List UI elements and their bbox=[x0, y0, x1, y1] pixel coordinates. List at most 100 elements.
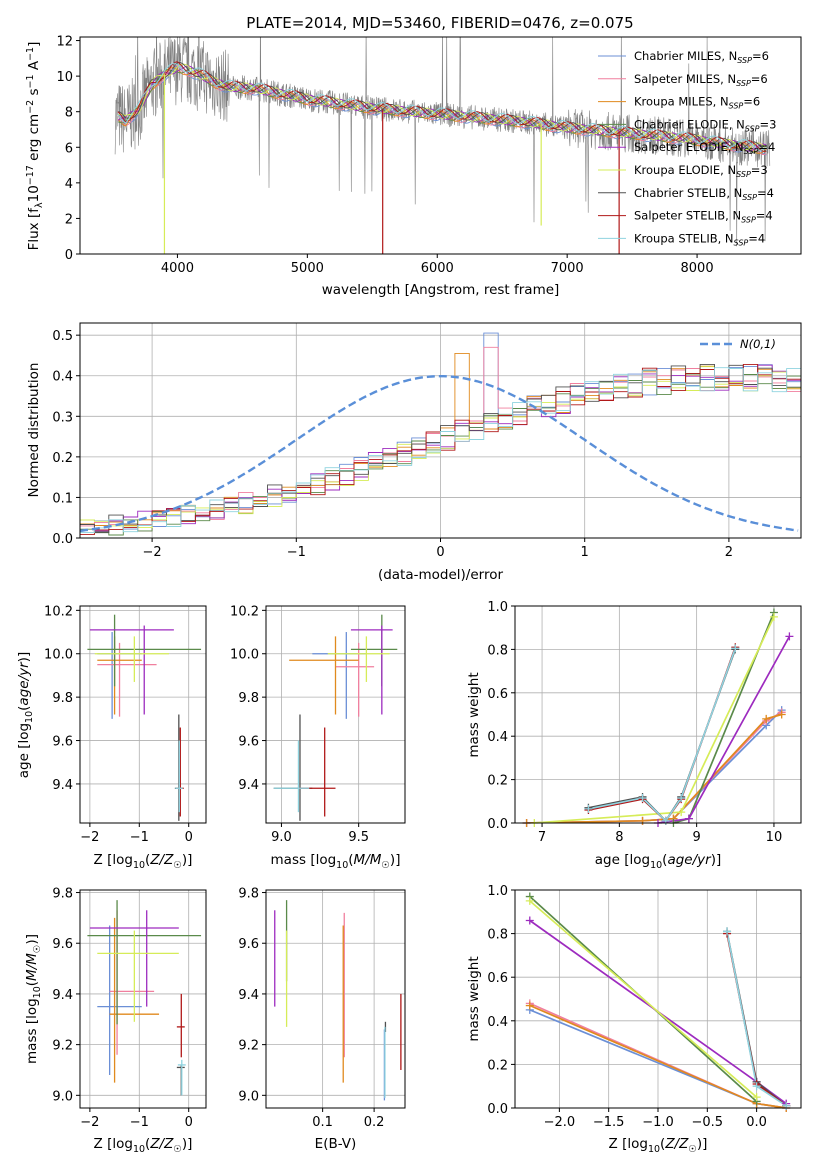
x-tick-label: 0.2 bbox=[364, 1115, 385, 1130]
mass_vs_Z-plot bbox=[80, 890, 206, 1108]
residual-axes: −2 −1 0 1 2 0.0 0.1 0.2 0.3 0.4 0.5 N(0,1) (data-mod… bbox=[26, 322, 802, 583]
x-tick-label: 10 bbox=[766, 830, 783, 845]
weight-marker bbox=[752, 1082, 761, 1091]
y-tick-label: 10.2 bbox=[230, 604, 259, 619]
mass_vs_EBV-frame bbox=[265, 889, 406, 1109]
weight-marker bbox=[777, 710, 786, 719]
y-tick-label: 9.8 bbox=[52, 887, 73, 902]
spectrum-legend: Chabrier MILES, NSSP=6 Salpeter MILES, NS… bbox=[598, 49, 776, 247]
weight-marker bbox=[762, 714, 771, 723]
y-tick-label: 9.6 bbox=[52, 937, 73, 952]
x-axis-label: mass [log10(M/M☉)] bbox=[271, 852, 401, 871]
weight-marker bbox=[752, 1093, 761, 1102]
y-tick-label: 0.1 bbox=[52, 491, 73, 506]
weight_vs_Z-frame bbox=[514, 889, 802, 1109]
age_vs_Z-plot bbox=[80, 606, 206, 823]
x-axis-label: Z [log10(Z/Z☉)] bbox=[609, 1136, 708, 1155]
y-tick-label: 9.4 bbox=[52, 988, 73, 1003]
weight-marker bbox=[785, 632, 794, 641]
y-tick-label: 9.0 bbox=[238, 1089, 259, 1104]
spectrum-axes: 4000 5000 6000 7000 8000 0 2 4 6 8 10 12 Chabrier MI… bbox=[25, 35, 802, 298]
weight_vs_age-frame bbox=[514, 605, 802, 824]
mass_vs_Z-axes: −2 −1 0 9.0 9.2 9.4 9.6 9.8 Z [log10(Z/Z☉)] mass … bbox=[24, 887, 207, 1155]
mass_vs_Z-frame bbox=[79, 889, 207, 1109]
x-tick-label: 7 bbox=[538, 830, 546, 845]
x-tick-label: −2 bbox=[80, 830, 99, 845]
y-tick-label: 10.0 bbox=[44, 648, 73, 663]
y-tick-label: 6 bbox=[65, 141, 73, 156]
x-tick-label: 9 bbox=[693, 830, 701, 845]
x-axis-label: Z [log10(Z/Z☉)] bbox=[94, 852, 193, 871]
age_vs_mass-axes: 9.0 9.5 9.4 9.6 9.8 10.0 10.2 mass [log10(M/M☉)… bbox=[230, 604, 406, 871]
y-tick-label: 9.0 bbox=[52, 1089, 73, 1104]
x-tick-label: 6000 bbox=[421, 261, 454, 276]
x-axis-label: wavelength [Angstrom, rest frame] bbox=[322, 282, 560, 298]
legend-label: Salpeter ELODIE, NSSP=4 bbox=[634, 140, 775, 156]
y-tick-label: 0.8 bbox=[487, 643, 508, 658]
age_vs_Z-frame bbox=[79, 605, 207, 824]
legend-label: Chabrier STELIB, NSSP=4 bbox=[634, 186, 774, 202]
spectrum-frame bbox=[79, 36, 802, 255]
y-tick-label: 10.0 bbox=[230, 648, 259, 663]
age_vs_Z-axes: −2 −1 0 9.4 9.6 9.8 10.0 10.2 Z [log10(Z/Z☉)] age… bbox=[16, 604, 207, 871]
legend-label: Kroupa MILES, NSSP=6 bbox=[634, 95, 760, 111]
y-tick-label: 2 bbox=[65, 212, 73, 227]
x-tick-label: −2.0 bbox=[544, 1115, 576, 1130]
x-tick-label: −1 bbox=[287, 545, 306, 560]
weight_vs_Z-plot bbox=[515, 890, 801, 1108]
y-tick-label: 9.6 bbox=[238, 937, 259, 952]
y-tick-label: 0.6 bbox=[487, 687, 508, 702]
x-tick-label: 9.5 bbox=[348, 830, 369, 845]
y-tick-label: 9.6 bbox=[238, 735, 259, 750]
x-axis-label: E(B-V) bbox=[315, 1136, 357, 1152]
spectrum-plot bbox=[114, 37, 771, 254]
x-tick-label: 7000 bbox=[551, 261, 584, 276]
model-line bbox=[117, 63, 767, 151]
legend-label: Kroupa STELIB, NSSP=4 bbox=[634, 231, 765, 247]
weight-marker bbox=[525, 1001, 534, 1010]
y-axis-label: mass weight bbox=[466, 956, 482, 1041]
legend-label: Kroupa ELODIE, NSSP=3 bbox=[634, 163, 768, 179]
y-tick-label: 0.2 bbox=[487, 1058, 508, 1073]
weight-marker bbox=[525, 896, 534, 905]
x-axis-label: age [log10(age/yr)] bbox=[595, 852, 721, 871]
x-tick-label: 9.0 bbox=[271, 830, 292, 845]
model-line bbox=[117, 65, 767, 152]
y-axis-label: Flux [fλ10−17 erg cm−2 s−1 A−1] bbox=[25, 42, 45, 251]
weight-line bbox=[588, 648, 737, 823]
y-tick-label: 0.0 bbox=[487, 817, 508, 832]
legend-label: Salpeter STELIB, NSSP=4 bbox=[634, 209, 773, 225]
legend-label: N(0,1) bbox=[740, 337, 776, 351]
legend-label: Chabrier ELODIE, NSSP=3 bbox=[634, 117, 776, 133]
weight-marker bbox=[525, 916, 534, 925]
weight_vs_Z-axes: −2.0 −1.5 −1.0 −0.5 0.0 0.0 0.2 0.4 0.6 0.8 1.0 Z [… bbox=[466, 884, 802, 1155]
x-axis-label: Z [log10(Z/Z☉)] bbox=[94, 1136, 193, 1155]
x-tick-label: 1 bbox=[581, 545, 589, 560]
x-tick-label: 0 bbox=[185, 830, 193, 845]
mass_vs_EBV-plot bbox=[266, 890, 405, 1108]
weight-line bbox=[657, 635, 791, 823]
y-tick-label: 9.6 bbox=[52, 735, 73, 750]
y-tick-label: 0.5 bbox=[52, 329, 73, 344]
y-tick-label: 8 bbox=[65, 106, 73, 121]
y-tick-label: 0.6 bbox=[487, 971, 508, 986]
weight-line bbox=[588, 649, 737, 823]
x-tick-label: −1.5 bbox=[593, 1115, 625, 1130]
y-tick-label: 9.4 bbox=[238, 988, 259, 1003]
x-tick-label: 0.1 bbox=[312, 1115, 333, 1130]
weight-marker bbox=[723, 927, 732, 936]
y-tick-label: 12 bbox=[56, 35, 73, 50]
y-tick-label: 0.4 bbox=[487, 1015, 508, 1030]
x-tick-label: 0 bbox=[436, 545, 444, 560]
x-tick-label: 0.0 bbox=[746, 1115, 767, 1130]
x-tick-label: −0.5 bbox=[692, 1115, 724, 1130]
y-axis-label: mass weight bbox=[466, 672, 482, 757]
y-tick-label: 0.4 bbox=[487, 730, 508, 745]
weight-marker bbox=[638, 816, 647, 825]
legend-label: Chabrier MILES, NSSP=6 bbox=[634, 49, 769, 65]
y-tick-label: 9.8 bbox=[238, 691, 259, 706]
y-tick-label: 1.0 bbox=[487, 884, 508, 899]
model-line bbox=[117, 61, 767, 152]
x-tick-label: 2 bbox=[725, 545, 733, 560]
y-axis-label: age [log10(age/yr)] bbox=[16, 652, 35, 778]
